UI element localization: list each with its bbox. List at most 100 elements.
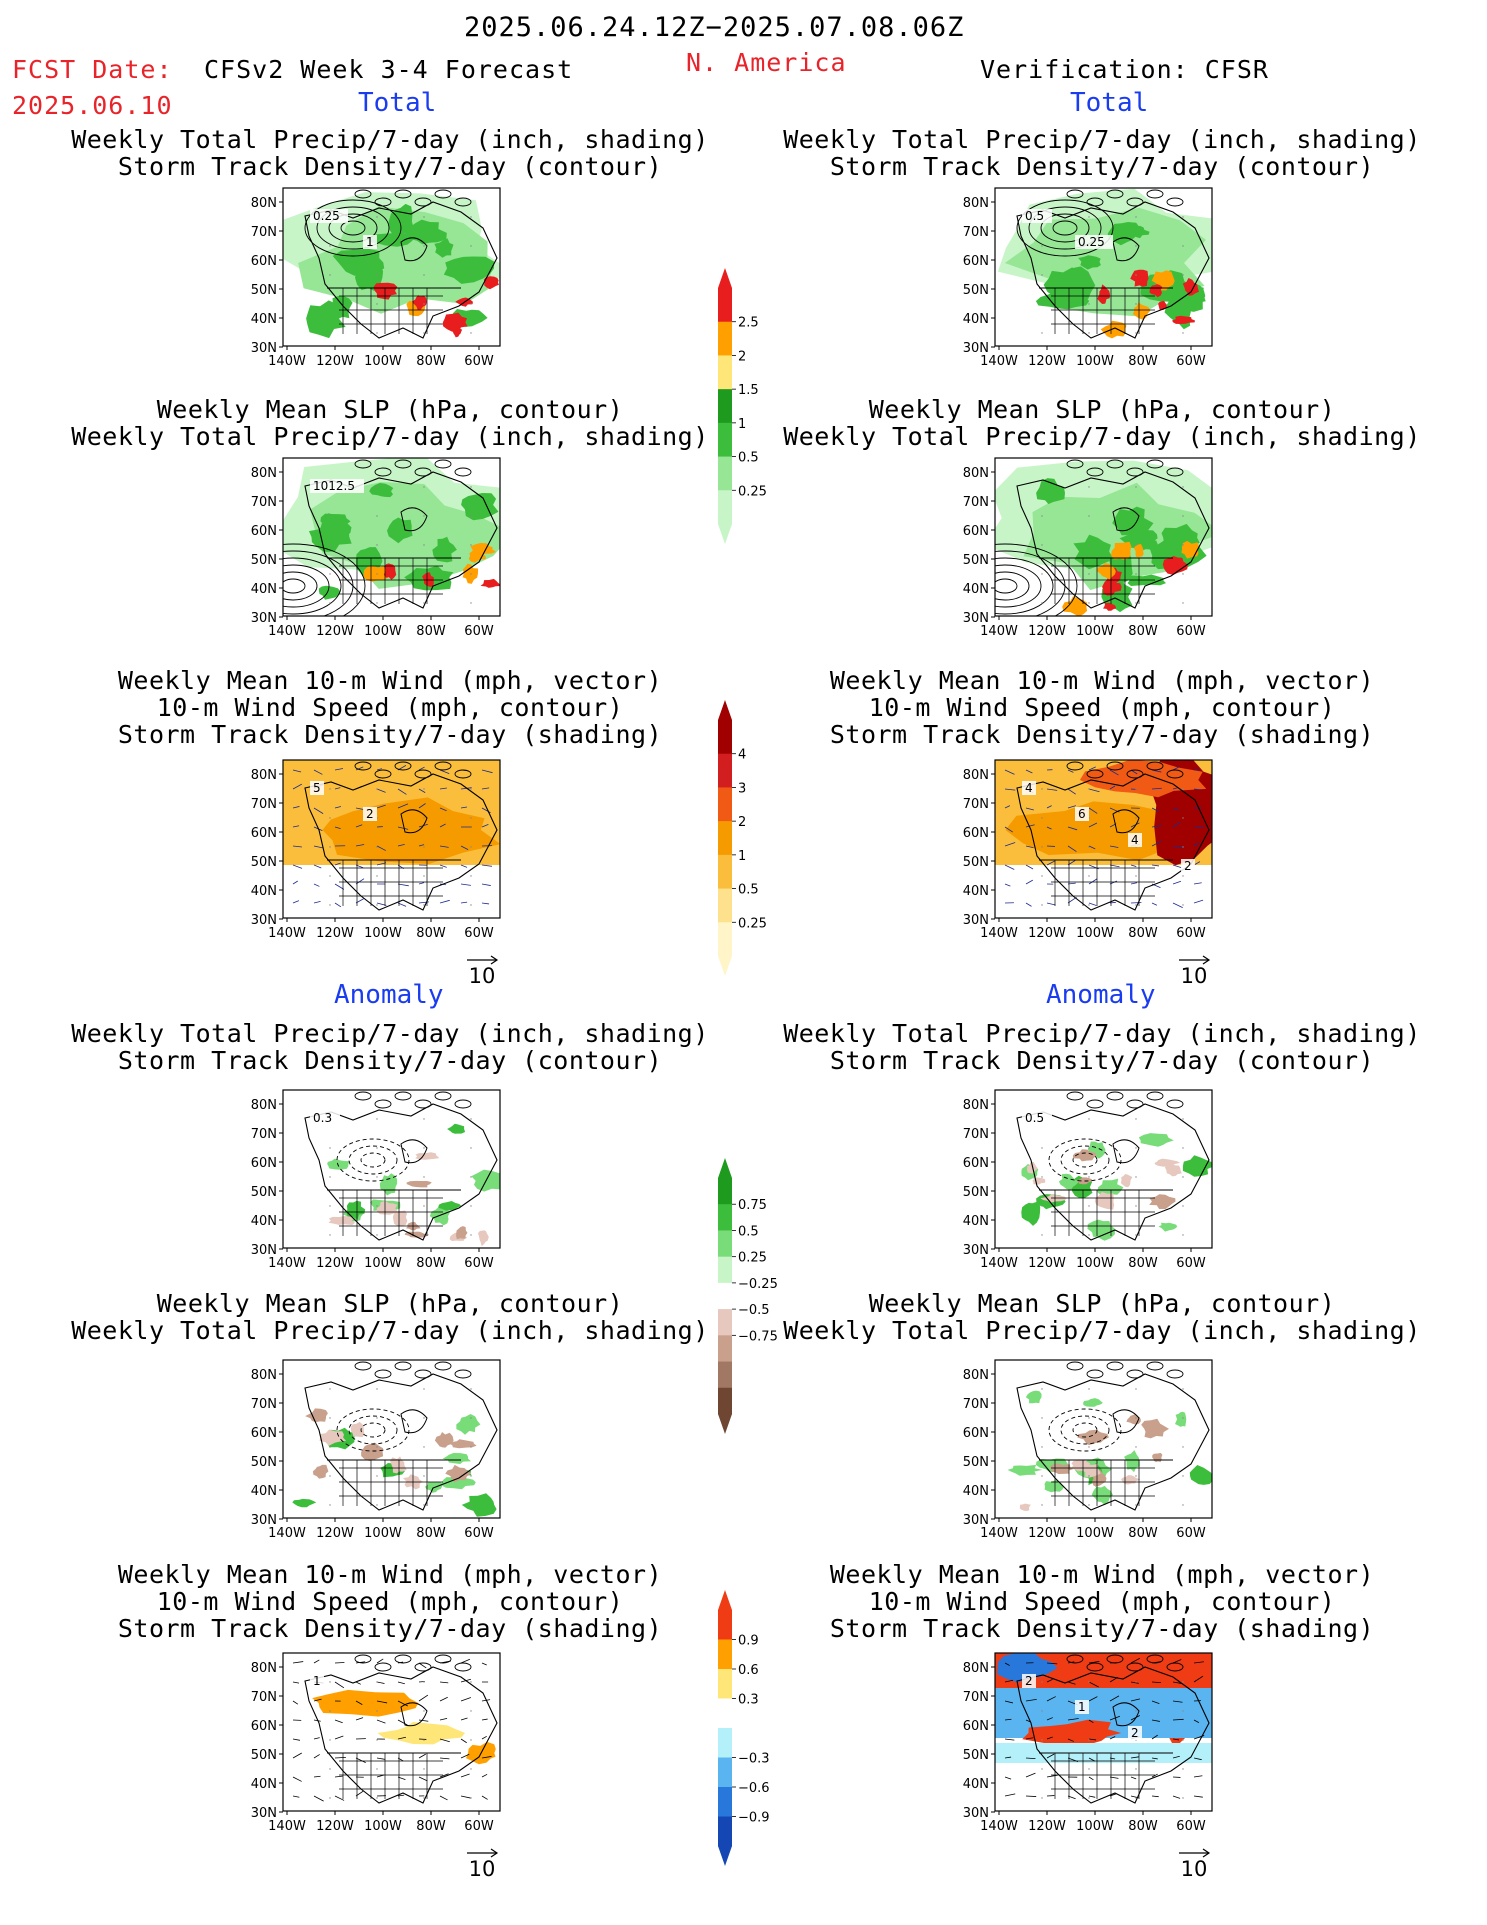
contour-label-bg [1075,235,1113,249]
lat-label: 60N [963,254,989,269]
wind-vector [1172,1681,1182,1684]
graticule-point [470,274,472,276]
wind-vector [1025,864,1034,870]
precip-anom-dry [1019,1503,1031,1511]
graticule-point [1182,1176,1184,1178]
wind-vector [1193,1719,1200,1723]
contour-line [1060,1415,1110,1445]
graticule-point [1135,303,1137,305]
lat-label: 80N [963,466,989,481]
lat-label: 30N [963,1513,989,1528]
colorbar-cap-top [718,268,732,288]
graticule-point [1041,303,1043,305]
wind-vector [1004,1662,1010,1666]
precip-anom-wet [442,1453,472,1464]
lat-label: 70N [963,1690,989,1705]
wind-vector [1151,807,1159,812]
wind-vector [292,1738,301,1741]
colorbar-cap-bottom [718,1414,732,1434]
precip-anom-dry [1120,1174,1133,1188]
wind-vector [397,844,405,847]
arctic-island [1106,1361,1124,1371]
arctic-island [414,1662,432,1672]
precip-heavy [1111,541,1132,560]
colorbar-label: 0.5 [738,883,759,898]
graticule-point [1041,1739,1043,1741]
valid-period-title: 2025.06.24.12Z−2025.07.08.06Z [464,12,965,43]
graticule-point [423,788,425,790]
graticule-point [1135,573,1137,575]
lat-label: 50N [251,1455,277,1470]
precip-anom-wet [1025,1390,1042,1404]
graticule-point [376,1118,378,1120]
lon-label: 60W [464,1819,494,1834]
lat-label: 40N [251,312,277,327]
lat-label: 80N [251,1661,277,1676]
precip-anom-wet [447,1123,466,1134]
graticule-point [1135,544,1137,546]
graticule-point [329,904,331,906]
wind-vector [1151,864,1160,867]
wind-vector [439,807,447,812]
wind-vector [1025,1772,1036,1778]
graticule-point [329,1234,331,1236]
graticule-point [1088,875,1090,877]
wind-vector [1088,1719,1094,1724]
colorbar-label: 3 [738,781,746,796]
lat-label: 70N [251,797,277,812]
wind-vector [439,864,447,868]
arctic-island [434,1091,452,1101]
map-field [283,458,500,616]
colorbar-segment [718,456,732,491]
graticule-point [423,1176,425,1178]
graticule-point [1182,788,1184,790]
wind-vector [1088,1681,1099,1688]
graticule-point [1041,1176,1043,1178]
arctic-island [374,467,392,477]
vector-reference-head [490,955,499,965]
precip-anom-dry [448,1439,477,1449]
graticule-point [1088,486,1090,488]
wind-vector [292,864,303,869]
contour-line [283,543,366,616]
wind-vector [355,1757,366,1764]
map-frame [282,1652,501,1812]
colorbar-label: −0.5 [738,1303,770,1318]
graticule-point [329,602,331,604]
arctic-island [434,761,452,771]
lat-label: 30N [251,1243,277,1258]
wind-vector [376,1681,385,1684]
title-L1: Weekly Total Precip/7-day (inch, shading… [71,125,709,181]
graticule-point [1041,486,1043,488]
arctic-island [414,197,432,207]
graticule-point [1041,1710,1043,1712]
precip-anom-dry [445,1464,471,1483]
colorbar-segment [718,1361,732,1389]
wind-vector [1193,788,1202,791]
lon-label: 120W [1028,1819,1066,1834]
graticule-point [1041,788,1043,790]
wind-vector [1172,1738,1180,1741]
contour-label-bg [310,781,324,795]
graticule-point [423,245,425,247]
lon-label: 80W [416,1256,446,1271]
arctic-island [1126,1369,1144,1379]
graticule-point [1182,1739,1184,1741]
graticule-point [1088,274,1090,276]
contour-line [1060,1145,1110,1175]
graticule-point [376,1417,378,1419]
lon-label: 80W [416,1819,446,1834]
precip-anom-dry [1076,1177,1093,1185]
lat-label: 30N [963,611,989,626]
wind-vector [1088,1795,1096,1798]
map-field [995,1360,1212,1518]
wind-vector [1130,1698,1141,1702]
graticule-point [1135,245,1137,247]
map-frame [282,759,501,919]
contour-label: 1 [366,235,374,249]
lon-label: 60W [464,926,494,941]
graticule-point [376,1388,378,1390]
